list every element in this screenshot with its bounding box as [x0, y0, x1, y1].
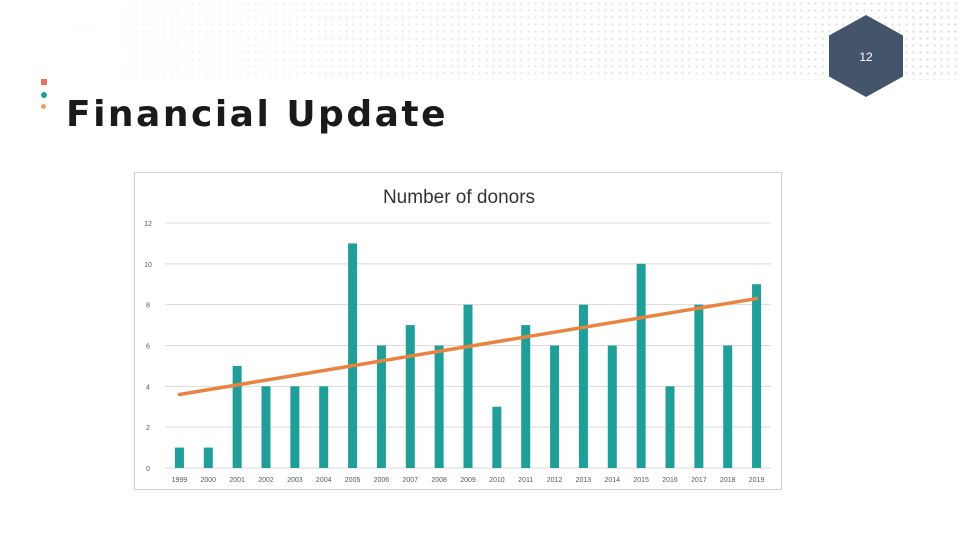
y-tick-label: 2: [146, 425, 150, 432]
y-tick-label: 8: [146, 303, 150, 310]
bar: [665, 386, 675, 468]
slide-title: Financial Update: [66, 94, 449, 135]
x-tick-label: 2012: [547, 477, 563, 484]
x-tick-label: 2005: [345, 477, 361, 484]
chart-title: Number of donors: [383, 187, 535, 208]
bar: [550, 345, 560, 468]
y-tick-label: 4: [146, 384, 150, 391]
bar: [723, 345, 733, 468]
x-tick-label: 2006: [374, 477, 390, 484]
bar: [521, 325, 531, 468]
x-tick-label: 2003: [287, 477, 303, 484]
y-tick-label: 12: [144, 221, 152, 228]
bar: [463, 304, 473, 468]
accent-dot-marker: [41, 92, 47, 98]
bar: [319, 386, 329, 468]
bar: [261, 386, 271, 468]
x-tick-label: 2007: [402, 477, 418, 484]
bar: [232, 365, 242, 468]
bar: [405, 325, 415, 468]
bar: [434, 345, 444, 468]
x-tick-label: 2011: [518, 477, 533, 484]
bar: [578, 304, 588, 468]
x-tick-label: 2019: [749, 477, 765, 484]
trendline: [177, 296, 759, 397]
y-tick-label: 0: [146, 466, 150, 473]
x-tick-label: 2008: [431, 477, 447, 484]
bar: [492, 406, 502, 468]
y-tick-label: 10: [144, 262, 152, 269]
bar: [752, 284, 762, 468]
x-tick-label: 2013: [576, 477, 592, 484]
bar: [203, 447, 213, 468]
x-tick-label: 1999: [172, 477, 188, 484]
slide-number: 12: [859, 50, 873, 64]
bar: [290, 386, 300, 468]
bar: [636, 263, 646, 468]
x-tick-label: 2017: [691, 477, 707, 484]
x-tick-label: 2014: [604, 477, 620, 484]
x-tick-label: 2009: [460, 477, 476, 484]
bar: [376, 345, 386, 468]
accent-square-marker: [41, 79, 47, 85]
bar: [694, 304, 704, 468]
bar: [174, 447, 184, 468]
bar: [348, 243, 358, 468]
bar: [607, 345, 617, 468]
accent-dot-marker-small: [41, 104, 46, 109]
x-tick-label: 2001: [229, 477, 245, 484]
chart-container: Number of donors 0 2 4 6 8 10 12 1999 2000 2001 2…: [134, 172, 782, 490]
hexagon-shape: [829, 15, 903, 97]
x-tick-label: 2002: [258, 477, 274, 484]
x-tick-label: 2004: [316, 477, 332, 484]
dotted-pattern-decoration: [0, 0, 960, 80]
x-tick-label: 2000: [200, 477, 216, 484]
x-tick-label: 2018: [720, 477, 736, 484]
x-tick-label: 2016: [662, 477, 678, 484]
y-tick-label: 6: [146, 344, 150, 351]
x-tick-label: 2010: [489, 477, 505, 484]
donors-bar-chart: Number of donors 0 2 4 6 8 10 12 1999 2000 2001 2…: [144, 187, 771, 484]
x-tick-label: 2015: [633, 477, 649, 484]
slide-number-badge: [829, 15, 903, 97]
